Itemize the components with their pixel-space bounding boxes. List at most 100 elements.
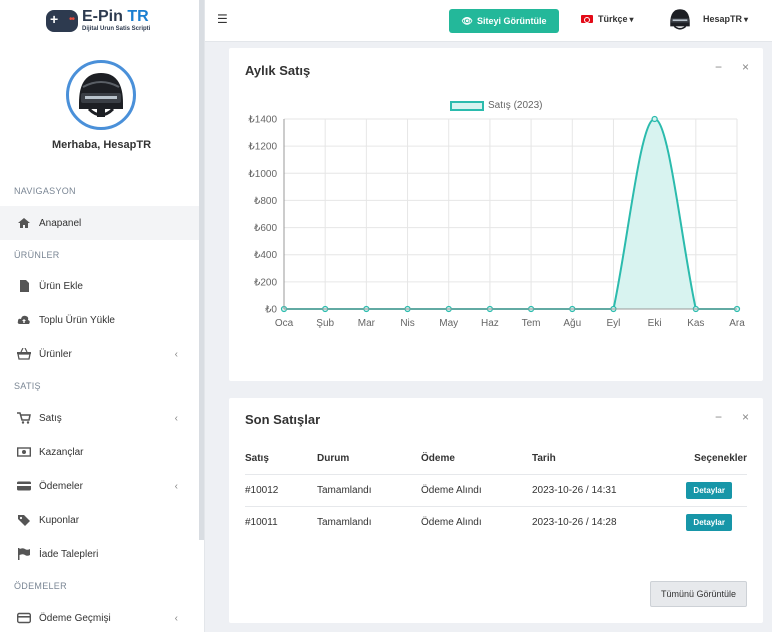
chart-legend[interactable]: Satış (2023) (450, 100, 542, 111)
x-tick-label: Eki (648, 318, 662, 329)
sidebar-item-label: Anapanel (39, 217, 82, 229)
sidebar-item-urunler[interactable]: Ürünler ‹ (0, 337, 200, 371)
close-icon[interactable]: × (741, 410, 749, 424)
y-tick-label: ₺1400 (248, 115, 277, 126)
section-odemeler: ÖDEMELER (14, 581, 67, 591)
table-row: #10011 Tamamlandı Ödeme Alındı 2023-10-2… (245, 505, 747, 538)
x-tick-label: Ara (729, 318, 745, 329)
sale-status: Tamamlandı (317, 473, 421, 506)
menu-toggle-icon[interactable]: ☰ (217, 12, 228, 26)
sidebar-item-label: Satış (39, 412, 62, 424)
legend-swatch (450, 100, 484, 111)
chevron-left-icon: ‹ (174, 412, 178, 424)
section-satis: SATIŞ (14, 381, 41, 391)
sidebar-item-label: Ödemeler (39, 480, 83, 492)
sale-payment: Ödeme Alındı (421, 473, 532, 506)
sidebar-scrollbar[interactable] (199, 0, 204, 540)
gamepad-icon (46, 9, 78, 32)
chevron-left-icon: ‹ (174, 480, 178, 492)
sale-status: Tamamlandı (317, 505, 421, 538)
sidebar-item-anapanel[interactable]: Anapanel (0, 206, 200, 240)
x-tick-label: Şub (316, 318, 334, 329)
x-tick-label: Ağu (563, 318, 581, 329)
cart-icon (17, 412, 31, 424)
basket-icon (17, 347, 31, 360)
y-tick-label: ₺0 (265, 305, 277, 316)
sidebar-item-kazanclar[interactable]: Kazançlar (0, 435, 200, 469)
topbar: ☰ 👁 Siteyi Görüntüle Türkçe ▾ HesapTR ▾ (205, 0, 772, 42)
chevron-left-icon: ‹ (174, 348, 178, 360)
y-tick-label: ₺200 (254, 277, 277, 288)
sidebar-item-satis[interactable]: Satış ‹ (0, 401, 200, 435)
close-icon[interactable]: × (741, 60, 749, 74)
x-tick-label: May (439, 318, 458, 329)
sale-id: #10012 (245, 473, 317, 506)
tag-icon (17, 514, 31, 526)
sidebar-item-label: Ürünler (39, 348, 72, 360)
helmet-icon (79, 73, 123, 117)
helmet-icon (670, 9, 690, 30)
y-tick-label: ₺1200 (248, 142, 277, 153)
col-header: Satış (245, 453, 269, 465)
sidebar-item-iade-talepleri[interactable]: İade Talepleri (0, 537, 200, 571)
user-dropdown[interactable]: HesapTR ▾ (667, 6, 748, 32)
section-urunler: ÜRÜNLER (14, 250, 60, 260)
sidebar-item-odeme-gecmisi[interactable]: Ödeme Geçmişi ‹ (0, 601, 200, 632)
sidebar-item-label: Kuponlar (39, 514, 80, 526)
sale-date: 2023-10-26 / 14:28 (532, 505, 682, 538)
chevron-left-icon: ‹ (174, 612, 178, 624)
sidebar: E-Pin TR Dijital Urun Satis Scripti Merh… (0, 0, 205, 632)
card-tools: − × (715, 60, 749, 74)
sidebar-item-urun-ekle[interactable]: Ürün Ekle (0, 269, 200, 303)
file-icon (17, 280, 31, 292)
avatar[interactable] (66, 60, 136, 130)
legend-label: Satış (2023) (488, 100, 543, 111)
card-tools: − × (715, 410, 749, 424)
details-button[interactable]: Detaylar (686, 481, 732, 499)
table-row: #10012 Tamamlandı Ödeme Alındı 2023-10-2… (245, 473, 747, 506)
sidebar-item-kuponlar[interactable]: Kuponlar (0, 503, 200, 537)
welcome-text: Merhaba, HesapTR (51, 139, 152, 151)
sidebar-item-toplu-urun-yukle[interactable]: Toplu Ürün Yükle (0, 303, 200, 337)
avatar (667, 6, 693, 32)
view-site-button[interactable]: 👁 Siteyi Görüntüle (449, 9, 559, 33)
language-dropdown[interactable]: Türkçe ▾ (581, 14, 634, 24)
minimize-icon[interactable]: − (714, 60, 722, 74)
view-all-button[interactable]: Tümünü Görüntüle (650, 581, 747, 607)
language-label: Türkçe (598, 14, 628, 24)
x-tick-label: Nis (400, 318, 414, 329)
x-tick-label: Oca (275, 318, 294, 329)
eye-icon: 👁 (461, 15, 473, 26)
y-tick-label: ₺600 (254, 223, 277, 234)
col-header: Durum (317, 453, 350, 465)
brand-title: E-Pin TR (82, 8, 149, 25)
money-icon (16, 446, 32, 458)
x-tick-label: Eyl (607, 318, 621, 329)
section-navigation: NAVIGASYON (14, 186, 76, 196)
sidebar-item-label: Toplu Ürün Yükle (39, 314, 115, 326)
y-tick-label: ₺800 (254, 196, 277, 207)
username-label: HesapTR (703, 14, 743, 24)
x-tick-label: Haz (481, 318, 499, 329)
turkey-flag-icon (581, 15, 593, 23)
sidebar-item-label: Ürün Ekle (39, 280, 83, 292)
cloud-upload-icon (17, 314, 31, 326)
sale-date: 2023-10-26 / 14:31 (532, 473, 682, 506)
details-button[interactable]: Detaylar (686, 513, 732, 531)
credit-card-icon (17, 480, 31, 492)
sale-payment: Ödeme Alındı (421, 505, 532, 538)
y-tick-label: ₺400 (254, 250, 277, 261)
data-point (651, 115, 658, 123)
x-tick-label: Mar (358, 318, 376, 329)
view-site-label: Siteyi Görüntüle (476, 16, 547, 26)
card-title: Aylık Satış (245, 63, 311, 78)
credit-card-icon (16, 612, 32, 624)
minimize-icon[interactable]: − (714, 410, 722, 424)
brand-logo[interactable]: E-Pin TR Dijital Urun Satis Scripti (46, 8, 150, 33)
monthly-sales-chart: ₺0 ₺200 ₺400 ₺600 ₺800 ₺1000 ₺1200 ₺1400 Oca Şub M… (248, 115, 745, 330)
sidebar-item-label: İade Talepleri (39, 548, 99, 560)
sidebar-item-odemeler[interactable]: Ödemeler ‹ (0, 469, 200, 503)
brand-subtitle: Dijital Urun Satis Scripti (82, 26, 151, 32)
col-header: Ödeme (421, 453, 455, 465)
home-icon (17, 217, 31, 229)
